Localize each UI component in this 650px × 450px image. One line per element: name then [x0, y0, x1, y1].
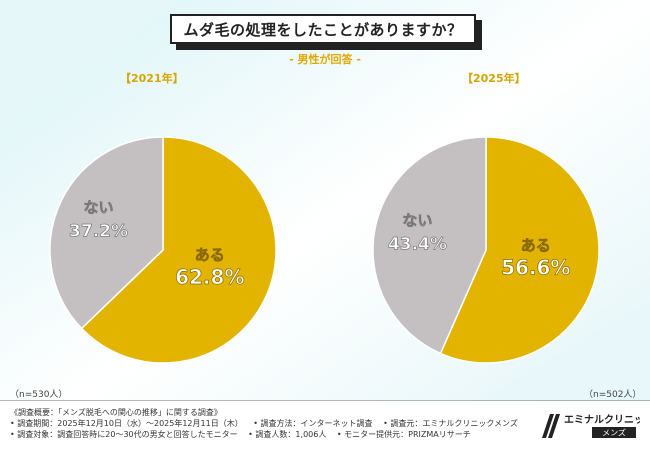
pie-slice-0-0 — [80, 136, 277, 364]
survey-period: • 調査期間：2025年12月10日（水）〜2025年12月11日（木） — [10, 419, 243, 428]
slice-label-0-1: ない — [84, 199, 114, 217]
pie-slice-1-1 — [372, 136, 487, 355]
survey-provider: • モニター提供元：PRIZMAリサーチ — [336, 430, 471, 439]
chart-title: ムダ毛の処理をしたことがありますか？ — [170, 14, 476, 44]
slice-value-1-1: 43.4% — [388, 235, 447, 255]
slice-value-0-0: 62.8% — [175, 265, 244, 289]
chart-subtitle: - 男性が回答 - — [289, 53, 361, 66]
slice-label-1-0: ある — [521, 236, 551, 254]
survey-count: • 調査人数：1,006人 — [248, 430, 327, 439]
year-label-2021: 【2021年】 — [120, 72, 184, 85]
pie-slice-1-0 — [439, 136, 600, 364]
logo-name: エミナルクリニック — [564, 414, 640, 426]
slice-label-1-1: ない — [402, 212, 432, 230]
survey-overview: 《調査概要：「メンズ脱毛への関心の推移」に関する調査》 — [10, 408, 222, 417]
survey-method: • 調査方法：インターネット調査 — [253, 419, 373, 428]
logo-mark-icon — [542, 414, 560, 438]
logo-sub: メンズ — [602, 428, 626, 438]
sample-size-2025: （n=502人） — [584, 390, 642, 400]
slice-label-0-0: ある — [195, 246, 225, 264]
pie-slice-0-1 — [49, 136, 164, 330]
survey-target: • 調査対象：調査回答時に20〜30代の男女と回答したモニター — [10, 430, 238, 439]
slice-value-0-1: 37.2% — [69, 222, 128, 242]
year-label-2025: 【2025年】 — [462, 72, 526, 85]
survey-notes-row-1: 《調査概要：「メンズ脱毛への関心の推移」に関する調査》 — [10, 407, 530, 418]
slice-value-1-0: 56.6% — [501, 255, 570, 279]
sample-size-2021: （n=530人） — [10, 390, 68, 400]
survey-source: • 調査元：エミナルクリニックメンズ — [383, 419, 518, 428]
survey-notes-row-3: • 調査対象：調査回答時に20〜30代の男女と回答したモニター • 調査人数：1… — [10, 429, 530, 440]
clinic-logo: エミナルクリニック メンズ — [542, 414, 640, 438]
survey-notes: 《調査概要：「メンズ脱毛への関心の推移」に関する調査》 • 調査期間：2025年… — [10, 407, 530, 440]
survey-notes-row-2: • 調査期間：2025年12月10日（水）〜2025年12月11日（木） • 調… — [10, 418, 530, 429]
